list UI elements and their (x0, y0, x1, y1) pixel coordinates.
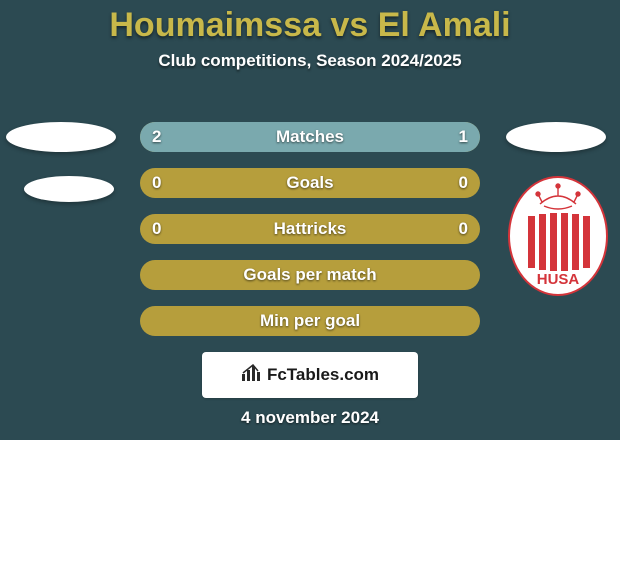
stat-value-right: 1 (450, 127, 480, 147)
stat-value-left: 0 (140, 219, 170, 239)
stat-row: Goals per match (140, 260, 480, 290)
player-left-avatar-placeholder (6, 122, 116, 152)
player-right-avatar-placeholder (506, 122, 606, 152)
generated-date: 4 november 2024 (0, 408, 620, 428)
stat-value-left: 2 (140, 127, 170, 147)
stat-row: 0Hattricks0 (140, 214, 480, 244)
site-name: FcTables.com (267, 365, 379, 385)
player-left-avatar-placeholder-2 (24, 176, 114, 202)
bar-chart-icon (241, 364, 263, 387)
stat-rows: 2Matches10Goals00Hattricks0Goals per mat… (140, 122, 480, 352)
stat-row: 2Matches1 (140, 122, 480, 152)
site-attribution: FcTables.com (202, 352, 418, 398)
stat-row: 0Goals0 (140, 168, 480, 198)
svg-text:HUSA: HUSA (537, 271, 580, 288)
club-badge-right: HUSA (508, 176, 608, 296)
stat-row: Min per goal (140, 306, 480, 336)
stat-label: Matches (170, 127, 450, 147)
stat-label: Hattricks (170, 219, 450, 239)
stat-label: Min per goal (170, 311, 450, 331)
stat-label: Goals (170, 173, 450, 193)
stat-value-right: 0 (450, 219, 480, 239)
stat-value-right: 0 (450, 173, 480, 193)
comparison-banner: Houmaimssa vs El Amali Club competitions… (0, 0, 620, 440)
page-title: Houmaimssa vs El Amali (0, 0, 620, 45)
stat-value-left: 0 (140, 173, 170, 193)
stat-label: Goals per match (170, 265, 450, 285)
subtitle: Club competitions, Season 2024/2025 (0, 51, 620, 71)
